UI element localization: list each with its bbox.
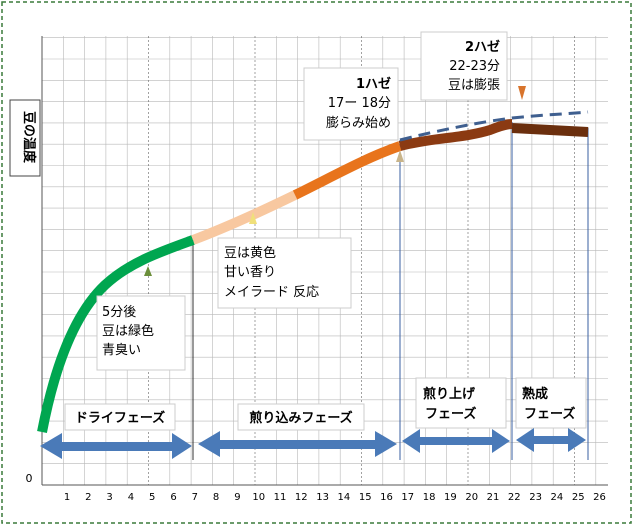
y-origin-label: 0: [26, 472, 33, 485]
x-tick-label: 21: [487, 492, 500, 503]
x-tick-label: 5: [149, 492, 155, 503]
arrow-roast: [198, 431, 397, 457]
phase-label-box: [237, 403, 365, 431]
callout-line3: 豆は膨張: [448, 78, 500, 93]
callout-line2: 22-23分: [449, 59, 500, 74]
x-tick-label: 16: [380, 492, 393, 503]
callout-yellow: 豆は黄色 甘い香り メイラード 反応: [217, 237, 352, 309]
callout-2haze: 2ハゼ 22-23分 豆は膨張: [420, 31, 508, 101]
phase-finish-label-1: 煎り上げ: [423, 386, 476, 402]
x-tick-label: 12: [295, 492, 308, 503]
x-tick-label: 13: [316, 492, 329, 503]
x-tick-label: 18: [423, 492, 436, 503]
x-tick-label: 3: [106, 492, 112, 503]
x-tick-label: 17: [401, 492, 414, 503]
phase-dry: ドライフェーズ: [64, 403, 176, 431]
x-tick-labels: 1 2 3 4 5 6 7 8 9 10 11 12 13 14 15 16 17 18 19 20 21 22 23 24 2…: [64, 492, 606, 503]
arrow-head-left: [516, 428, 534, 452]
phase-finish: 煎り上げ フェーズ: [415, 377, 507, 429]
marker-2haze: [518, 86, 526, 100]
phase-mature-label-2: フェーズ: [524, 406, 575, 422]
x-tick-label: 9: [234, 492, 240, 503]
arrow-head-right: [492, 429, 510, 453]
arrow-head-left: [198, 431, 220, 457]
phase-mature: 熟成 フェーズ: [515, 377, 587, 429]
marker-5min: [144, 266, 152, 276]
curve-green-segment: [37, 235, 195, 433]
phase-roast: 煎り込みフェーズ: [237, 403, 365, 431]
arrow-mature: [516, 428, 586, 452]
callout-box: [303, 67, 399, 141]
x-tick-label: 7: [192, 492, 198, 503]
y-axis-label: 豆の温度: [21, 111, 37, 164]
x-tick-label: 8: [213, 492, 219, 503]
callout-line1: 豆は黄色: [224, 245, 276, 261]
x-tick-label: 2: [85, 492, 91, 503]
callout-line2: 甘い香り: [224, 265, 276, 280]
marker-1haze: [396, 150, 404, 162]
y-label-box: [9, 99, 41, 177]
callout-line2: 17ー 18分: [328, 96, 391, 111]
arrow-shaft: [62, 442, 174, 451]
x-tick-label: 10: [252, 492, 265, 503]
x-tick-label: 19: [444, 492, 457, 503]
arrow-head-right: [568, 428, 586, 452]
callout-line3: 青臭い: [102, 343, 141, 358]
arrow-dry: [40, 433, 192, 459]
arrow-shaft: [532, 436, 570, 444]
x-tick-label: 1: [64, 492, 70, 503]
x-tick-label: 24: [551, 492, 564, 503]
callout-5min: 5分後 豆は緑色 青臭い: [96, 295, 186, 371]
x-tick-label: 14: [338, 492, 351, 503]
phase-mature-label-1: 熟成: [522, 386, 548, 402]
phase-label-box: [515, 377, 587, 429]
x-tick-label: 23: [529, 492, 542, 503]
arrow-shaft: [418, 437, 494, 445]
callout-line2: 豆は緑色: [102, 323, 154, 339]
callout-line1: 2ハゼ: [465, 39, 500, 55]
callout-line1: 5分後: [102, 305, 136, 320]
phase-dry-label: ドライフェーズ: [75, 410, 165, 426]
curve-brown-segment: [398, 119, 513, 151]
x-tick-label: 6: [170, 492, 176, 503]
x-tick-label: 20: [465, 492, 478, 503]
phase-label-box: [415, 377, 507, 429]
arrow-finish: [402, 429, 510, 453]
arrow-shaft: [220, 440, 377, 449]
callout-line3: 膨らみ始め: [326, 116, 391, 131]
callout-line1: 1ハゼ: [356, 76, 391, 92]
arrow-head-left: [402, 429, 420, 453]
phase-label-box: [64, 403, 176, 431]
curve-orange-segment: [292, 141, 402, 200]
arrow-head-left: [40, 433, 62, 459]
x-tick-label: 25: [572, 492, 585, 503]
callout-box: [217, 237, 352, 309]
callout-box: [420, 31, 508, 101]
arrow-head-right: [172, 433, 192, 459]
x-tick-label: 4: [128, 492, 134, 503]
x-tick-label: 11: [274, 492, 287, 503]
curve-darkbrown-segment: [511, 123, 589, 137]
curve-yellow-segment: [191, 190, 298, 245]
x-tick-label: 26: [593, 492, 606, 503]
marker-yellow: [249, 212, 257, 224]
x-tick-label: 22: [508, 492, 521, 503]
phase-roast-label: 煎り込みフェーズ: [249, 410, 352, 426]
callout-1haze: 1ハゼ 17ー 18分 膨らみ始め: [303, 67, 399, 141]
callout-line3: メイラード 反応: [224, 285, 319, 300]
dashed-expansion-curve: [399, 110, 589, 142]
callout-box: [96, 295, 186, 371]
arrow-head-right: [375, 431, 397, 457]
x-tick-label: 15: [359, 492, 372, 503]
phase-finish-label-2: フェーズ: [425, 406, 476, 422]
